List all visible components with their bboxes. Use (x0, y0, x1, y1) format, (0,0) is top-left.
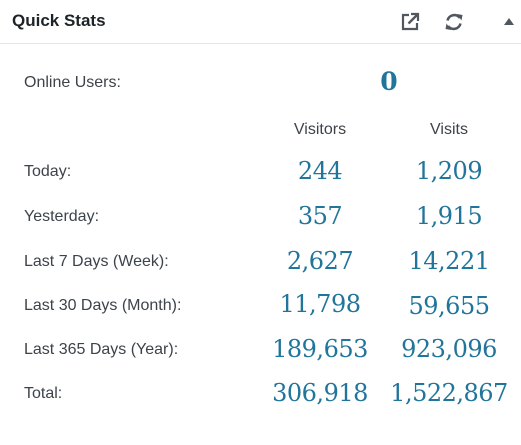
row-label-month: Last 30 Days (Month): (24, 297, 182, 314)
visits-month: 59,655 (408, 292, 490, 320)
visits-total: 1,522,867 (390, 379, 508, 407)
widget-header: Quick Stats (0, 0, 521, 44)
collapse-button[interactable] (497, 10, 521, 34)
visits-today: 1,209 (415, 157, 483, 185)
visitors-today: 244 (297, 157, 343, 185)
online-users-value: 0 (380, 67, 398, 96)
row-label-today: Today: (24, 163, 72, 180)
visits-year: 923,096 (401, 335, 497, 363)
external-link-icon (401, 12, 420, 31)
collapse-arrow-icon (504, 18, 514, 25)
external-link-button[interactable] (398, 10, 422, 34)
visitors-yesterday: 357 (297, 202, 343, 230)
row-label-yesterday: Yesterday: (24, 208, 100, 225)
visitors-year: 189,653 (272, 335, 368, 363)
row-label-week: Last 7 Days (Week): (24, 253, 169, 270)
visits-week: 14,221 (408, 247, 490, 275)
widget-title: Quick Stats (12, 11, 106, 30)
row-label-total: Total: (24, 385, 63, 402)
visitors-column-header: Visitors (293, 121, 347, 138)
visitors-week: 2,627 (286, 247, 354, 275)
visitors-month: 11,798 (279, 290, 361, 318)
online-users-label: Online Users: (24, 74, 121, 91)
row-label-year: Last 365 Days (Year): (24, 341, 179, 358)
visitors-total: 306,918 (272, 379, 368, 407)
visits-yesterday: 1,915 (415, 202, 483, 230)
visits-column-header: Visits (430, 121, 468, 138)
refresh-icon (445, 13, 463, 31)
refresh-button[interactable] (442, 10, 466, 34)
